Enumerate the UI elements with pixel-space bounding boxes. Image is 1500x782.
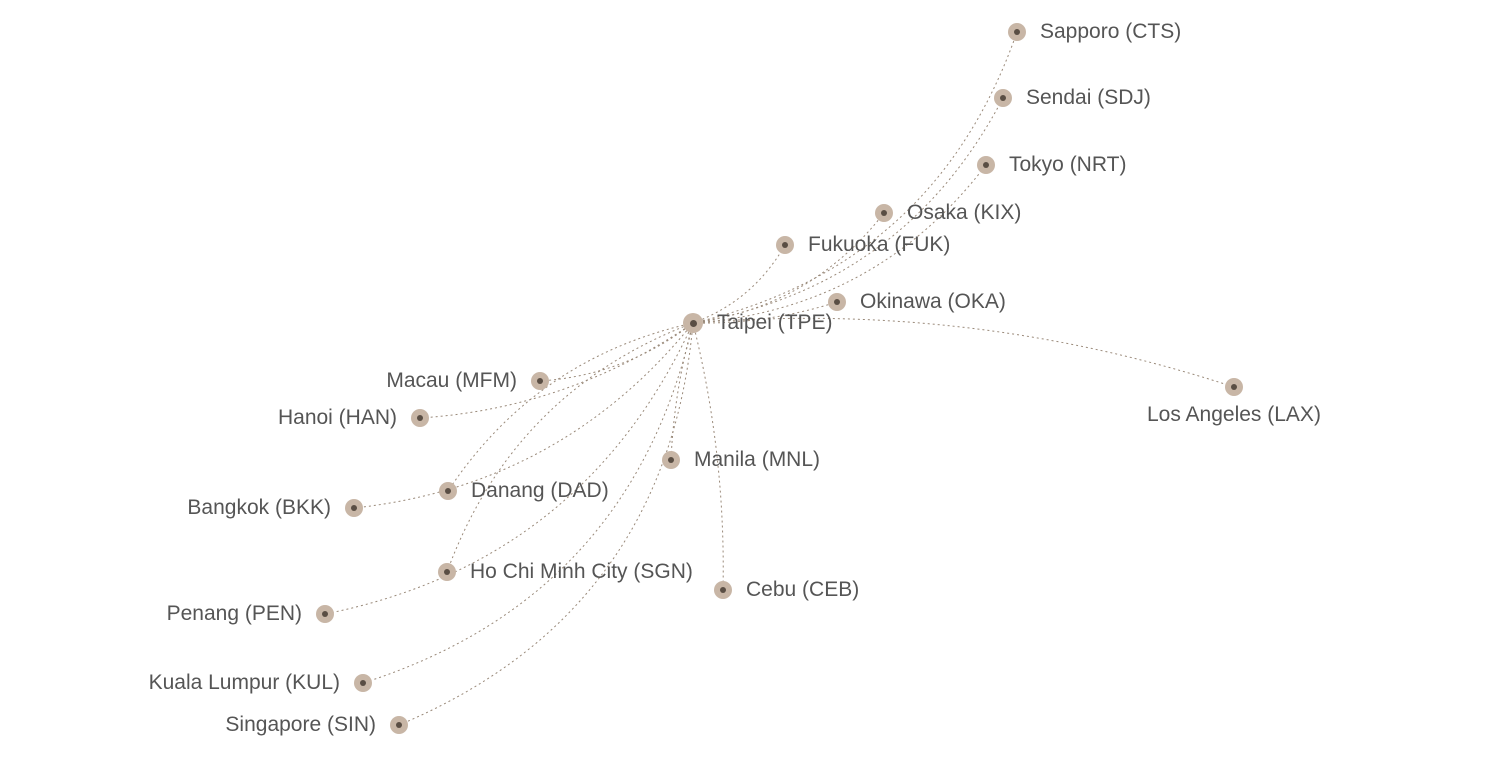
node-tpe (683, 313, 703, 333)
node-pen (316, 605, 334, 623)
edge-cts (693, 32, 1017, 323)
node-kul (354, 674, 372, 692)
node-bkk (345, 499, 363, 517)
node-inner (351, 505, 357, 511)
node-sdj (994, 89, 1012, 107)
label-dad: Danang (DAD) (471, 478, 609, 503)
node-inner (1231, 384, 1237, 390)
label-kix: Osaka (KIX) (907, 200, 1021, 225)
label-bkk: Bangkok (BKK) (187, 495, 331, 520)
node-inner (983, 162, 989, 168)
label-mnl: Manila (MNL) (694, 447, 820, 472)
label-mfm: Macau (MFM) (386, 368, 517, 393)
edges-layer (0, 0, 1500, 782)
route-diagram: Taipei (TPE) Sapporo (CTS) Sendai (SDJ) Tok… (0, 0, 1500, 782)
node-inner (322, 611, 328, 617)
node-inner (1014, 29, 1020, 35)
label-han: Hanoi (HAN) (278, 405, 397, 430)
node-fuk (776, 236, 794, 254)
label-sdj: Sendai (SDJ) (1026, 85, 1151, 110)
node-inner (417, 415, 423, 421)
node-nrt (977, 156, 995, 174)
node-sin (390, 716, 408, 734)
node-sgn (438, 563, 456, 581)
label-oka: Okinawa (OKA) (860, 289, 1006, 314)
node-inner (690, 320, 697, 327)
label-ceb: Cebu (CEB) (746, 577, 859, 602)
node-inner (834, 299, 840, 305)
node-cts (1008, 23, 1026, 41)
label-cts: Sapporo (CTS) (1040, 19, 1181, 44)
label-lax: Los Angeles (LAX) (1147, 402, 1321, 427)
label-kul: Kuala Lumpur (KUL) (149, 670, 340, 695)
node-inner (444, 569, 450, 575)
node-inner (782, 242, 788, 248)
edge-mnl (671, 323, 693, 460)
node-inner (720, 587, 726, 593)
edge-mfm (540, 323, 693, 381)
node-ceb (714, 581, 732, 599)
label-nrt: Tokyo (NRT) (1009, 152, 1126, 177)
node-oka (828, 293, 846, 311)
node-inner (668, 457, 674, 463)
edge-dad (448, 323, 693, 491)
node-inner (881, 210, 887, 216)
label-sgn: Ho Chi Minh City (SGN) (470, 559, 693, 584)
node-han (411, 409, 429, 427)
node-lax (1225, 378, 1243, 396)
node-dad (439, 482, 457, 500)
label-pen: Penang (PEN) (167, 601, 302, 626)
node-kix (875, 204, 893, 222)
label-sin: Singapore (SIN) (225, 712, 376, 737)
label-fuk: Fukuoka (FUK) (808, 232, 950, 257)
node-mfm (531, 372, 549, 390)
node-mnl (662, 451, 680, 469)
label-tpe: Taipei (TPE) (717, 310, 833, 335)
node-inner (1000, 95, 1006, 101)
node-inner (537, 378, 543, 384)
node-inner (445, 488, 451, 494)
edge-kix (693, 213, 884, 323)
node-inner (360, 680, 366, 686)
edge-sgn (447, 323, 693, 572)
node-inner (396, 722, 402, 728)
